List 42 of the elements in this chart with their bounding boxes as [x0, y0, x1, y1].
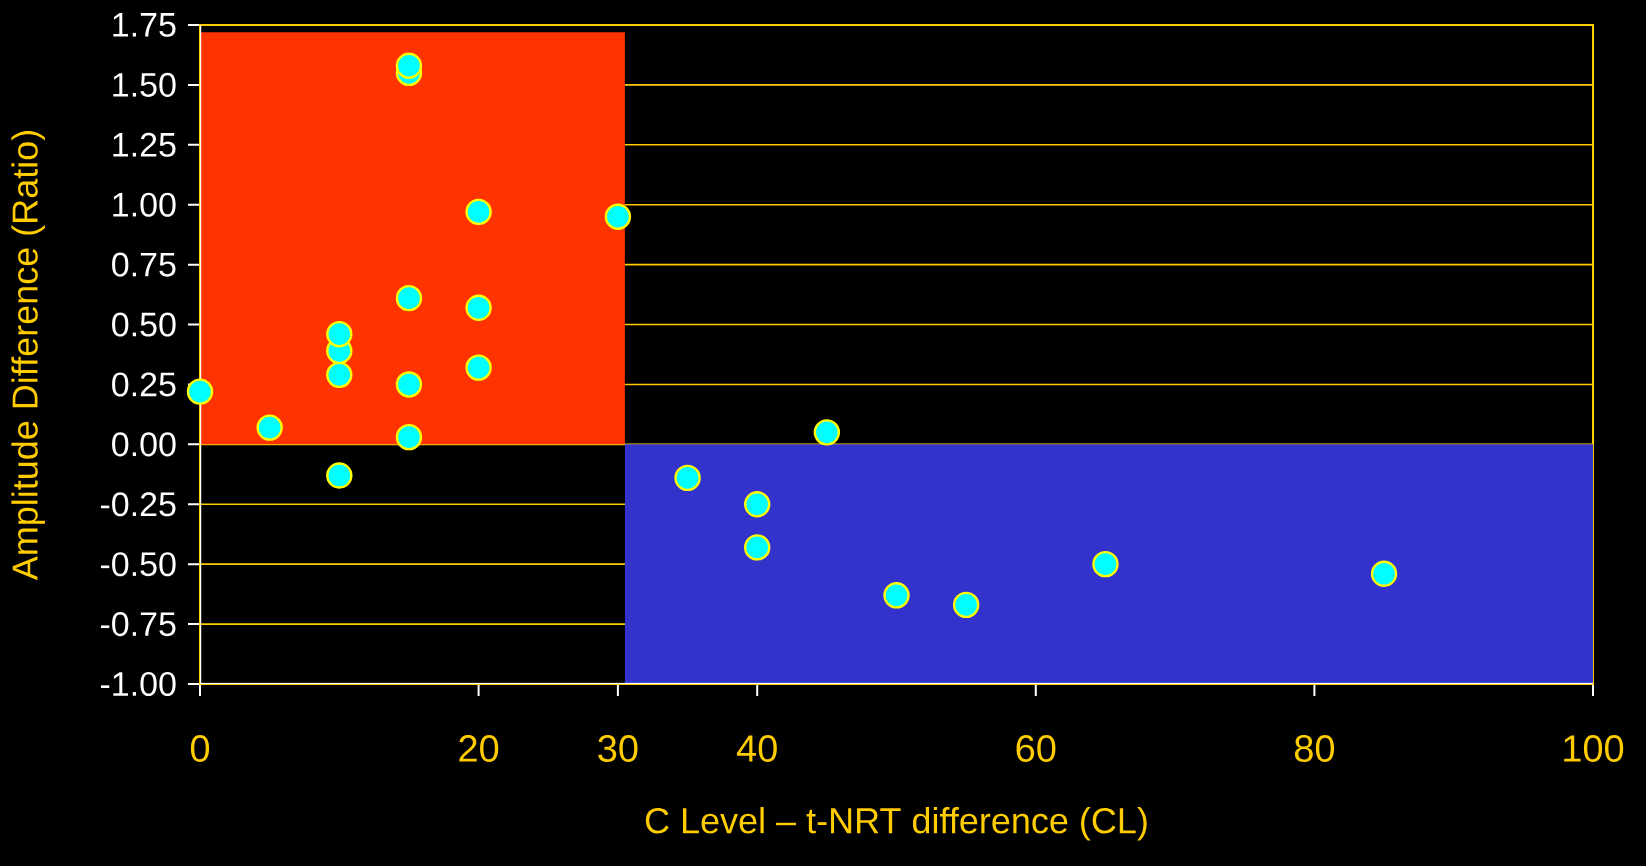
y-tick-label: 1.00: [113, 192, 176, 217]
x-tick-label: 0: [190, 735, 210, 762]
point: [883, 582, 910, 609]
y-tick-label: 1.50: [113, 72, 176, 97]
y-tick-label: -0.75: [100, 612, 176, 637]
point: [674, 464, 701, 492]
x-tick-label: 40: [736, 735, 777, 762]
point: [465, 294, 492, 321]
point: [1370, 560, 1398, 587]
y-tick-label: 0.25: [112, 372, 176, 397]
y-tick-label: 0.50: [112, 312, 176, 337]
point: [326, 361, 353, 389]
point: [395, 371, 423, 398]
point: [1092, 550, 1119, 578]
y-tick-label: -0.25: [100, 492, 176, 517]
y-axis-title: Amplitude Difference (Ratio): [11, 131, 45, 581]
point: [256, 414, 283, 441]
point: [604, 203, 632, 230]
point: [465, 354, 492, 381]
x-tick-label: 80: [1294, 735, 1335, 762]
y-tick-label: 0.00: [112, 432, 176, 457]
x-tick-label: 20: [459, 735, 499, 762]
x-axis-title: C Level – t-NRT difference (CL): [645, 807, 1147, 841]
y-tick-label: -1.00: [100, 671, 176, 697]
x-tick-label: 100: [1564, 735, 1624, 762]
point: [744, 534, 771, 561]
point: [395, 52, 423, 79]
x-tick-label: 30: [598, 735, 638, 762]
point: [326, 462, 353, 489]
y-tick-label: 1.25: [113, 132, 176, 157]
point: [952, 591, 980, 619]
point: [465, 198, 492, 226]
point: [395, 423, 423, 451]
y-tick-label: 0.75: [112, 252, 176, 277]
point: [395, 284, 423, 312]
point: [744, 491, 771, 518]
y-tick-label: 1.75: [113, 13, 176, 37]
point: [186, 378, 214, 405]
point: [326, 320, 353, 348]
y-tick-label: -0.50: [100, 552, 176, 577]
x-tick-label: 60: [1016, 735, 1056, 762]
point: [813, 419, 841, 446]
